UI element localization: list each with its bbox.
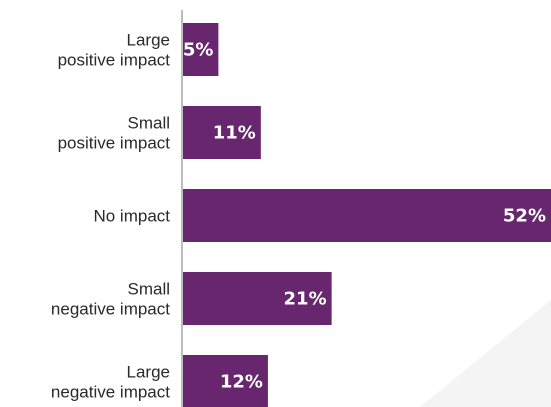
bar-2 bbox=[183, 189, 551, 242]
value-label-2: 52% bbox=[503, 206, 546, 227]
background-decoration bbox=[420, 300, 551, 407]
value-label-0: 5% bbox=[183, 40, 214, 61]
bars-group bbox=[183, 23, 551, 407]
bar-1 bbox=[183, 106, 261, 159]
bar-0 bbox=[183, 23, 219, 76]
value-label-1: 11% bbox=[213, 123, 256, 144]
category-label-1-line-0: Small bbox=[127, 114, 170, 133]
category-label-0-line-1: positive impact bbox=[58, 51, 171, 70]
category-label-2-line-0: No impact bbox=[93, 207, 170, 226]
category-label-4-line-1: negative impact bbox=[51, 383, 170, 402]
category-label-3-line-1: negative impact bbox=[51, 300, 170, 319]
category-label-4-line-0: Large bbox=[127, 363, 170, 382]
value-label-4: 12% bbox=[220, 372, 263, 393]
value-label-3: 21% bbox=[284, 289, 327, 310]
bar-3 bbox=[183, 272, 332, 325]
bar-4 bbox=[183, 355, 268, 407]
category-label-1-line-1: positive impact bbox=[58, 134, 171, 153]
value-labels-group: 5% 11% 52% 21% 12% bbox=[183, 40, 546, 393]
category-label-0-line-0: Large bbox=[127, 31, 170, 50]
category-label-3-line-0: Small bbox=[127, 280, 170, 299]
